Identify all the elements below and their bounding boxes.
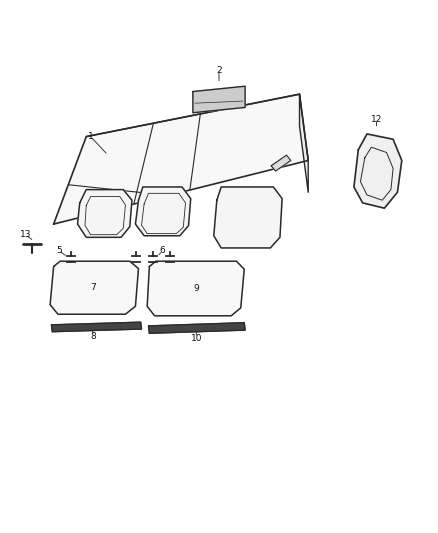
Text: 3: 3 <box>92 221 98 230</box>
Polygon shape <box>300 94 308 192</box>
Polygon shape <box>354 134 402 208</box>
Polygon shape <box>271 155 291 171</box>
Polygon shape <box>147 261 244 316</box>
Text: 2: 2 <box>216 66 222 75</box>
Text: 13: 13 <box>20 230 31 239</box>
Text: 8: 8 <box>90 332 95 341</box>
Text: 6: 6 <box>159 246 165 255</box>
Polygon shape <box>193 86 245 113</box>
Polygon shape <box>53 94 308 224</box>
Text: 1: 1 <box>88 132 93 141</box>
Text: 7: 7 <box>90 283 95 292</box>
Text: 11: 11 <box>259 237 270 246</box>
Text: 10: 10 <box>191 334 202 343</box>
Polygon shape <box>135 187 191 236</box>
Text: 4: 4 <box>159 221 164 230</box>
Polygon shape <box>50 261 138 314</box>
Text: 5: 5 <box>56 246 62 255</box>
Text: 9: 9 <box>194 284 199 293</box>
Polygon shape <box>148 322 245 333</box>
Text: 12: 12 <box>371 115 382 124</box>
Polygon shape <box>51 322 141 332</box>
Polygon shape <box>78 190 132 237</box>
Polygon shape <box>214 187 282 248</box>
